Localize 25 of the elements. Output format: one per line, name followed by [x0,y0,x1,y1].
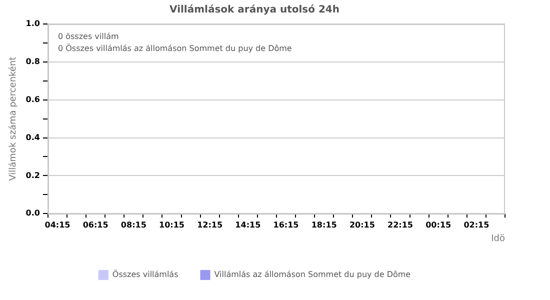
y-tick-label: 0.6 [26,94,40,104]
annotation: 0 összes villám [58,32,119,42]
y-tick-label: 0.2 [26,170,40,180]
annotation: 0 Összes villámlás az állomáson Sommet du puy de Dôme [58,43,292,54]
y-tick-label: 0.4 [26,132,40,142]
x-tick-label: 14:15 [235,220,262,230]
x-tick-label: 10:15 [159,220,185,230]
y-tick-label: 0.8 [26,57,40,66]
x-tick-label: 04:15 [44,220,71,230]
x-tick-label: 18:15 [311,220,338,230]
x-tick-label: 00:15 [426,220,452,230]
x-tick-label: 22:15 [388,220,414,230]
x-tick-label: 06:15 [82,220,109,230]
legend-label: Villámlás az állomáson Sommet du puy de Dôme [214,270,411,280]
x-tick-label: 02:15 [464,220,490,230]
x-tick-label: 20:15 [349,220,376,230]
legend-label: Összes villámlás [112,269,178,280]
y-axis-title: Villámok száma percenként [8,56,19,181]
x-axis-title: Idö [491,234,506,244]
x-tick-label: 08:15 [120,220,147,230]
y-tick-label: 1.0 [26,19,40,28]
chart-title: Villámlások aránya utolsó 24h [170,4,340,16]
x-tick-label: 12:15 [197,220,223,230]
x-tick-label: 16:15 [273,220,300,230]
y-tick-label: 0.0 [26,208,40,218]
